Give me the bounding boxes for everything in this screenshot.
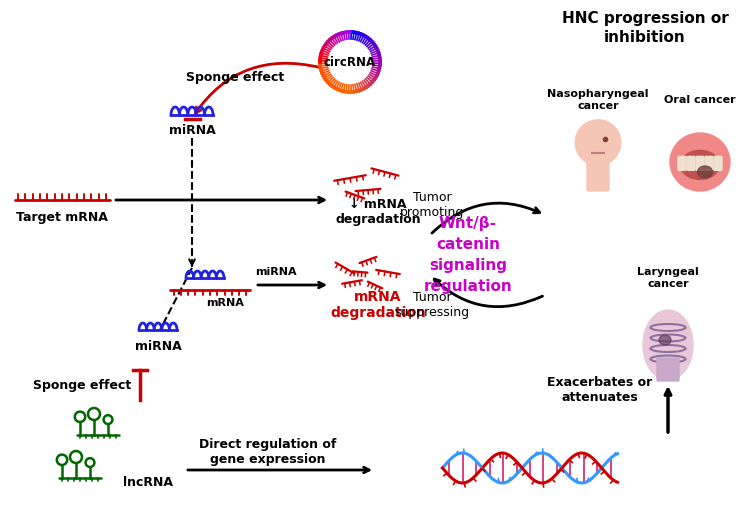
Text: Sponge effect: Sponge effect (33, 378, 131, 392)
Text: Tumor
promoting: Tumor promoting (400, 191, 464, 219)
Ellipse shape (670, 133, 730, 191)
Text: miRNA: miRNA (169, 124, 215, 136)
Text: Sponge effect: Sponge effect (186, 72, 284, 85)
Circle shape (575, 120, 621, 165)
FancyBboxPatch shape (714, 157, 722, 170)
Text: Laryngeal
cancer: Laryngeal cancer (637, 267, 699, 289)
FancyBboxPatch shape (587, 159, 609, 191)
FancyBboxPatch shape (657, 358, 679, 381)
Text: Tumor
suppressing: Tumor suppressing (395, 291, 469, 319)
Text: lncRNA: lncRNA (123, 476, 173, 489)
Text: Direct regulation of
gene expression: Direct regulation of gene expression (200, 438, 336, 466)
Text: mRNA: mRNA (206, 298, 244, 308)
FancyBboxPatch shape (687, 157, 695, 170)
Ellipse shape (659, 335, 671, 345)
Text: ↓ mRNA
degradation: ↓ mRNA degradation (335, 198, 421, 226)
FancyBboxPatch shape (705, 157, 713, 170)
Text: circRNA: circRNA (324, 55, 376, 68)
Text: Nasopharyngeal
cancer: Nasopharyngeal cancer (547, 89, 649, 111)
Ellipse shape (680, 150, 720, 180)
FancyBboxPatch shape (678, 157, 686, 170)
Text: Wnt/β-
catenin
signaling
regulation: Wnt/β- catenin signaling regulation (423, 216, 513, 294)
Text: Oral cancer: Oral cancer (665, 95, 736, 105)
Text: HNC progression or
inhibition: HNC progression or inhibition (562, 10, 728, 45)
Text: miRNA: miRNA (255, 267, 296, 277)
Ellipse shape (643, 310, 693, 380)
Text: miRNA: miRNA (135, 339, 181, 352)
Text: Target mRNA: Target mRNA (16, 211, 108, 224)
FancyBboxPatch shape (696, 157, 704, 170)
Text: mRNA
degradation: mRNA degradation (330, 290, 426, 320)
Ellipse shape (698, 166, 712, 178)
Text: Exacerbates or
attenuates: Exacerbates or attenuates (547, 376, 652, 404)
